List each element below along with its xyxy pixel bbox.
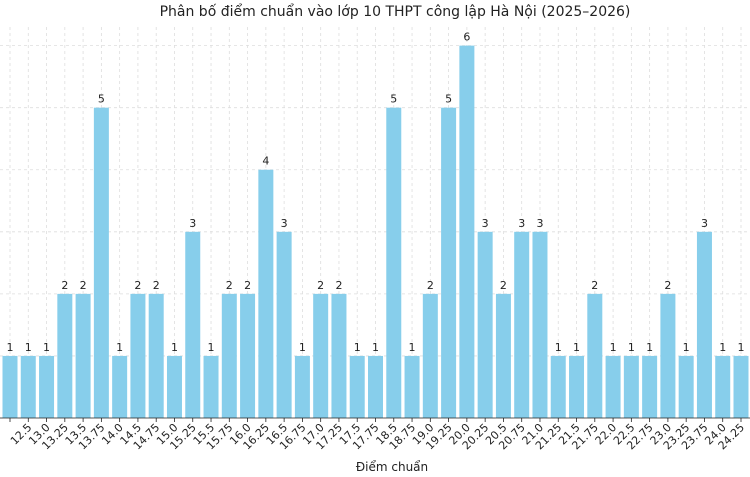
value-label: 3 — [536, 217, 543, 230]
value-label: 2 — [153, 279, 160, 292]
bar — [148, 293, 164, 418]
value-label: 2 — [500, 279, 507, 292]
value-label: 1 — [628, 341, 635, 354]
value-label: 1 — [354, 341, 361, 354]
value-label: 3 — [189, 217, 196, 230]
value-label: 1 — [25, 341, 32, 354]
bar — [514, 231, 530, 418]
bar — [112, 355, 128, 418]
bar — [495, 293, 511, 418]
value-label: 1 — [372, 341, 379, 354]
value-label: 1 — [573, 341, 580, 354]
value-label: 1 — [610, 341, 617, 354]
bar — [715, 355, 731, 418]
bar — [368, 355, 383, 418]
value-label: 1 — [646, 341, 653, 354]
bar — [678, 355, 694, 418]
value-label: 3 — [701, 217, 708, 230]
bar — [532, 231, 548, 418]
bar — [93, 107, 109, 418]
bar — [294, 355, 310, 418]
bar — [441, 107, 457, 418]
bar — [166, 355, 182, 418]
chart-title: Phân bố điểm chuẩn vào lớp 10 THPT công … — [160, 3, 631, 20]
value-label: 1 — [738, 341, 745, 354]
value-label: 2 — [317, 279, 324, 292]
value-label: 2 — [61, 279, 68, 292]
value-label: 4 — [262, 155, 269, 168]
value-label: 2 — [244, 279, 251, 292]
value-label: 5 — [390, 93, 397, 106]
value-label: 1 — [43, 341, 50, 354]
bar — [404, 355, 420, 418]
value-label: 2 — [591, 279, 598, 292]
bar — [203, 355, 219, 418]
value-label: 3 — [482, 217, 489, 230]
value-label: 1 — [555, 341, 562, 354]
bar — [185, 231, 201, 418]
bar — [75, 293, 91, 418]
value-label: 2 — [80, 279, 87, 292]
bar — [258, 169, 274, 418]
bar — [240, 293, 256, 418]
value-label: 2 — [427, 279, 434, 292]
bar — [349, 355, 365, 418]
bar — [57, 293, 73, 418]
bar — [733, 355, 749, 418]
bar — [696, 231, 712, 418]
x-axis-label: Điểm chuẩn — [356, 460, 428, 474]
value-label: 1 — [116, 341, 123, 354]
bar — [422, 293, 438, 418]
bar — [20, 355, 36, 418]
bar — [2, 355, 18, 418]
value-label: 1 — [208, 341, 215, 354]
bar — [221, 293, 237, 418]
bar — [569, 355, 585, 418]
value-label: 3 — [518, 217, 525, 230]
value-label: 5 — [98, 93, 105, 106]
value-label: 5 — [445, 93, 452, 106]
value-label: 3 — [281, 217, 288, 230]
bar — [313, 293, 329, 418]
bar — [605, 355, 621, 418]
value-label: 6 — [463, 31, 470, 44]
bar — [550, 355, 566, 418]
value-label: 1 — [409, 341, 416, 354]
bar — [459, 45, 475, 418]
value-label: 1 — [171, 341, 178, 354]
value-label: 2 — [134, 279, 141, 292]
value-label: 1 — [719, 341, 726, 354]
bar — [587, 293, 603, 418]
bar — [276, 231, 292, 418]
value-label: 2 — [664, 279, 671, 292]
value-label: 2 — [226, 279, 233, 292]
bar — [477, 231, 493, 418]
value-label: 1 — [7, 341, 14, 354]
bar — [623, 355, 639, 418]
value-label: 1 — [683, 341, 690, 354]
bar — [331, 293, 347, 418]
bar — [642, 355, 658, 418]
bar — [386, 107, 402, 418]
bar — [130, 293, 146, 418]
value-label: 2 — [335, 279, 342, 292]
bar — [39, 355, 55, 418]
value-label: 1 — [299, 341, 306, 354]
bar — [660, 293, 676, 418]
